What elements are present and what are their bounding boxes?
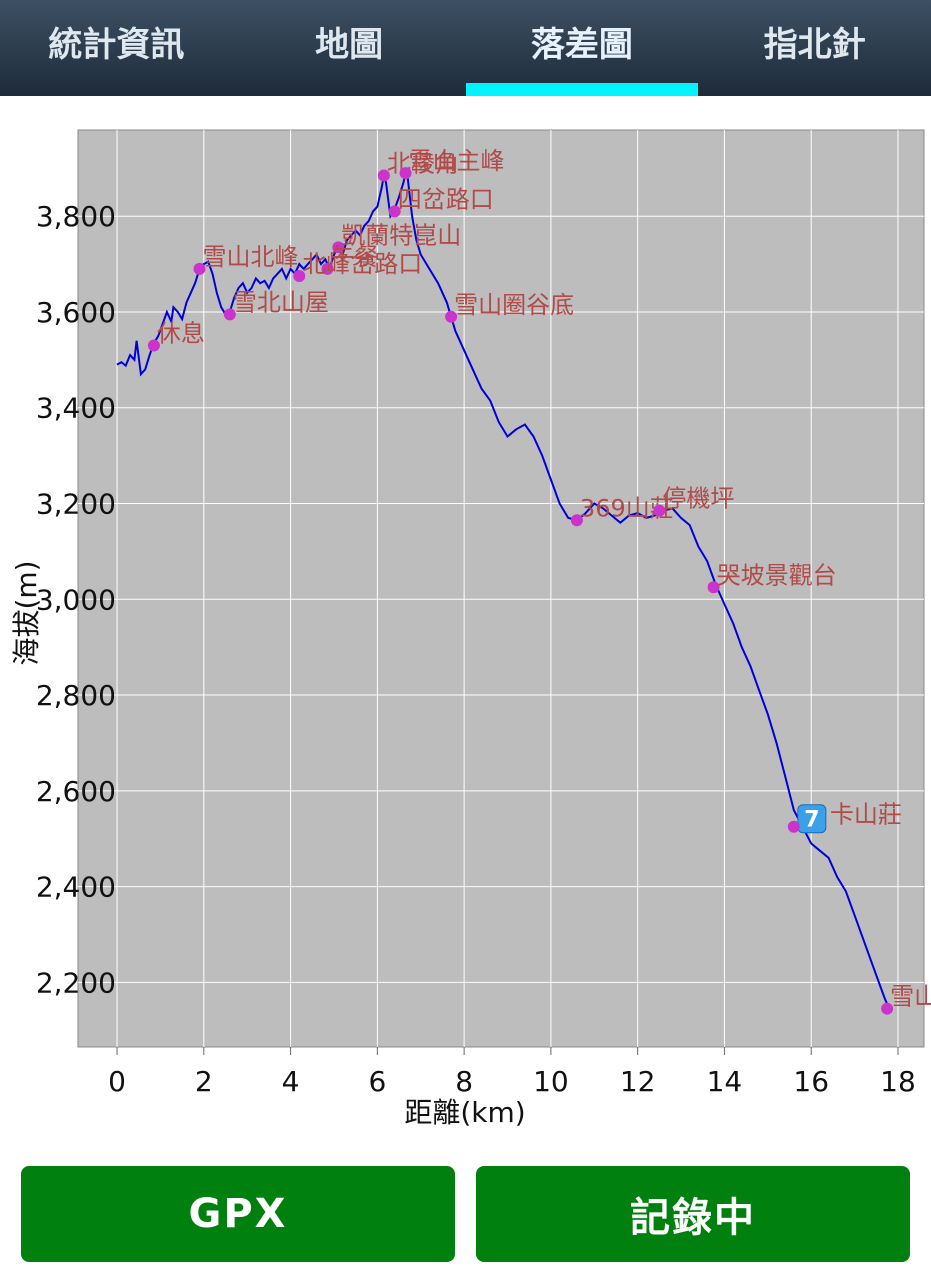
y-tick-label: 2,200 bbox=[36, 966, 116, 999]
x-tick-label: 2 bbox=[195, 1065, 213, 1098]
y-tick-label: 3,200 bbox=[36, 488, 116, 521]
tab-label: 地圖 bbox=[315, 24, 384, 65]
waypoint-label: 休息 bbox=[157, 319, 205, 347]
y-tick-label: 3,000 bbox=[36, 583, 116, 616]
tab-label: 統計資訊 bbox=[48, 24, 185, 65]
waypoint-marker bbox=[293, 270, 306, 283]
x-tick-label: 14 bbox=[707, 1065, 743, 1098]
waypoint-label: 雪山圈谷底 bbox=[454, 291, 574, 319]
tab-statistics[interactable]: 統計資訊 bbox=[0, 0, 233, 96]
recording-button[interactable]: 記錄中 bbox=[476, 1166, 910, 1262]
waypoint-label: 凱蘭特崑山 bbox=[341, 221, 461, 249]
x-tick-label: 4 bbox=[282, 1065, 300, 1098]
elevation-line bbox=[116, 169, 889, 1005]
y-tick-label: 3,800 bbox=[36, 200, 116, 233]
waypoint-label: 停機坪 bbox=[662, 485, 734, 513]
keycap-7-icon bbox=[797, 804, 827, 834]
x-tick-label: 0 bbox=[108, 1065, 126, 1098]
y-tick-label: 2,400 bbox=[36, 871, 116, 904]
x-tick-label: 8 bbox=[455, 1065, 473, 1098]
waypoint-label: 雪山登山口 bbox=[890, 983, 931, 1011]
waypoint-label: 北稜角 bbox=[387, 149, 459, 177]
waypoint-label: 卡山莊 bbox=[830, 801, 902, 829]
y-tick-label: 2,800 bbox=[36, 679, 116, 712]
waypoint-label: 北峰岔路口 bbox=[302, 250, 422, 278]
y-tick-label: 3,400 bbox=[36, 392, 116, 425]
elevation-chart: 0 2 4 6 8 10 12 14 16 18 2,200 2,400 2,600 2,800 3,000… bbox=[10, 129, 931, 1129]
tab-elevation-profile[interactable]: 落差圖 bbox=[465, 0, 699, 96]
y-tick-label: 2,600 bbox=[36, 775, 116, 808]
plot-area bbox=[77, 129, 925, 1048]
waypoint-marker bbox=[332, 241, 345, 254]
waypoint-marker bbox=[193, 262, 206, 275]
waypoint-marker bbox=[445, 310, 458, 323]
waypoint-marker bbox=[223, 308, 236, 321]
tab-compass[interactable]: 指北針 bbox=[698, 0, 931, 96]
waypoint-marker bbox=[147, 339, 160, 352]
waypoint-marker bbox=[321, 262, 334, 275]
waypoint-marker bbox=[881, 1002, 894, 1015]
waypoint-label: 午餐 bbox=[330, 243, 378, 271]
x-tick-label: 6 bbox=[368, 1065, 386, 1098]
tab-bar: 統計資訊 地圖 落差圖 指北針 bbox=[0, 0, 931, 96]
waypoint-marker bbox=[787, 820, 800, 833]
waypoint-label: 雪山主峰 bbox=[409, 147, 505, 175]
x-tick-label: 18 bbox=[880, 1065, 916, 1098]
y-axis-label: 海拔(m) bbox=[10, 560, 43, 665]
waypoint-marker bbox=[377, 169, 390, 182]
waypoint-marker bbox=[653, 504, 666, 517]
waypoint-marker bbox=[570, 514, 583, 527]
tab-label: 指北針 bbox=[763, 24, 866, 65]
waypoint-marker bbox=[388, 205, 401, 218]
waypoint-label: 雪山北峰 bbox=[202, 243, 298, 271]
waypoint-label: 7 bbox=[804, 808, 819, 833]
tab-map[interactable]: 地圖 bbox=[233, 0, 466, 96]
waypoint-label: 四岔路口 bbox=[398, 185, 494, 213]
waypoint-marker bbox=[707, 581, 720, 594]
waypoint-marker bbox=[399, 167, 412, 180]
x-axis-label: 距離(km) bbox=[404, 1096, 525, 1129]
x-tick-label: 12 bbox=[620, 1065, 656, 1098]
tab-active-indicator bbox=[465, 83, 699, 96]
waypoint-label: 哭坡景觀台 bbox=[717, 561, 837, 589]
gpx-button[interactable]: GPX bbox=[21, 1166, 455, 1262]
x-tick-label: 10 bbox=[533, 1065, 569, 1098]
tab-label: 落差圖 bbox=[530, 24, 633, 65]
waypoint-label: 雪北山屋 bbox=[233, 288, 329, 316]
x-tick-label: 16 bbox=[793, 1065, 829, 1098]
y-tick-label: 3,600 bbox=[36, 296, 116, 329]
